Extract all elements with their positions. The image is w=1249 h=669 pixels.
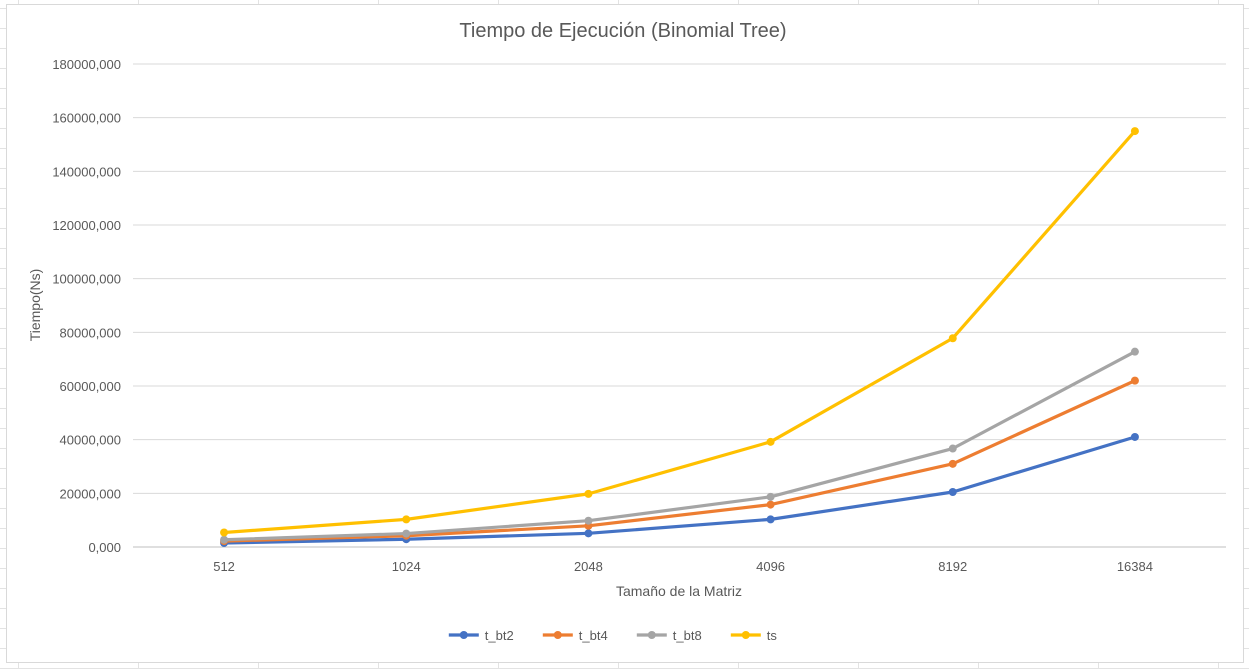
y-tick-label: 180000,000 <box>52 57 121 72</box>
x-tick-label: 4096 <box>756 559 785 574</box>
chart-title: Tiempo de Ejecución (Binomial Tree) <box>459 20 786 42</box>
y-tick-label: 160000,000 <box>52 111 121 126</box>
data-point[interactable] <box>584 516 593 525</box>
y-tick-label: 100000,000 <box>52 272 121 287</box>
data-point[interactable] <box>1130 347 1139 356</box>
data-point[interactable] <box>220 528 229 537</box>
series-t_bt4[interactable] <box>220 376 1139 546</box>
legend-item-t_bt8[interactable]: t_bt8 <box>636 628 702 643</box>
legend-item-ts[interactable]: ts <box>730 628 778 643</box>
data-point[interactable] <box>948 334 957 343</box>
data-point[interactable] <box>220 535 229 544</box>
legend-label: t_bt4 <box>579 628 608 643</box>
gridlines <box>133 63 1226 548</box>
series-t_bt8[interactable] <box>220 347 1139 544</box>
data-point[interactable] <box>584 529 593 538</box>
x-tick-label: 1024 <box>392 559 421 574</box>
series-lines <box>220 127 1139 547</box>
series-line[interactable] <box>222 129 1137 535</box>
series-line[interactable] <box>222 350 1137 542</box>
data-point[interactable] <box>402 529 411 538</box>
y-tick-label: 140000,000 <box>52 164 121 179</box>
legend-swatch-marker <box>553 631 562 639</box>
y-tick-label: 80000,000 <box>60 325 121 340</box>
y-tick-label: 0,000 <box>88 540 121 555</box>
y-tick-label: 40000,000 <box>60 433 121 448</box>
legend-swatch-marker <box>647 631 656 639</box>
y-tick-label: 20000,000 <box>60 486 121 501</box>
series-line[interactable] <box>222 435 1137 545</box>
data-point[interactable] <box>1130 432 1139 441</box>
data-point[interactable] <box>766 437 775 446</box>
legend-swatch-marker <box>741 631 750 639</box>
series-t_bt2[interactable] <box>220 432 1139 547</box>
data-point[interactable] <box>584 489 593 498</box>
x-axis-title: Tamaño de la Matriz <box>616 583 742 599</box>
data-point[interactable] <box>1130 376 1139 385</box>
x-tick-label: 512 <box>213 559 235 574</box>
series-ts[interactable] <box>220 127 1139 537</box>
legend-item-t_bt2[interactable]: t_bt2 <box>448 628 514 643</box>
legend-label: t_bt8 <box>673 628 702 643</box>
data-point[interactable] <box>948 459 957 468</box>
legend[interactable]: t_bt2 t_bt4 t_bt8 ts <box>448 628 778 643</box>
y-tick-label: 60000,000 <box>60 379 121 394</box>
y-axis-ticks: 0,000 20000,000 40000,000 60000,000 80000,00… <box>52 57 121 555</box>
x-tick-label: 2048 <box>574 559 603 574</box>
y-axis-title: Tiempo(Ns) <box>27 269 43 342</box>
x-axis-ticks: 512 1024 2048 4096 8192 16384 <box>213 559 1153 574</box>
legend-swatch-marker <box>459 631 468 639</box>
x-tick-label: 16384 <box>1117 559 1153 574</box>
series-line[interactable] <box>222 379 1137 543</box>
data-point[interactable] <box>766 492 775 501</box>
legend-item-t_bt4[interactable]: t_bt4 <box>542 628 608 643</box>
data-point[interactable] <box>402 515 411 524</box>
legend-label: t_bt2 <box>485 628 514 643</box>
legend-label: ts <box>767 628 778 643</box>
data-point[interactable] <box>766 500 775 509</box>
data-point[interactable] <box>766 515 775 524</box>
x-tick-label: 8192 <box>938 559 967 574</box>
data-point[interactable] <box>948 487 957 496</box>
data-point[interactable] <box>948 444 957 453</box>
y-tick-label: 120000,000 <box>52 218 121 233</box>
chart-area[interactable] <box>6 4 1244 663</box>
data-point[interactable] <box>1130 127 1139 136</box>
